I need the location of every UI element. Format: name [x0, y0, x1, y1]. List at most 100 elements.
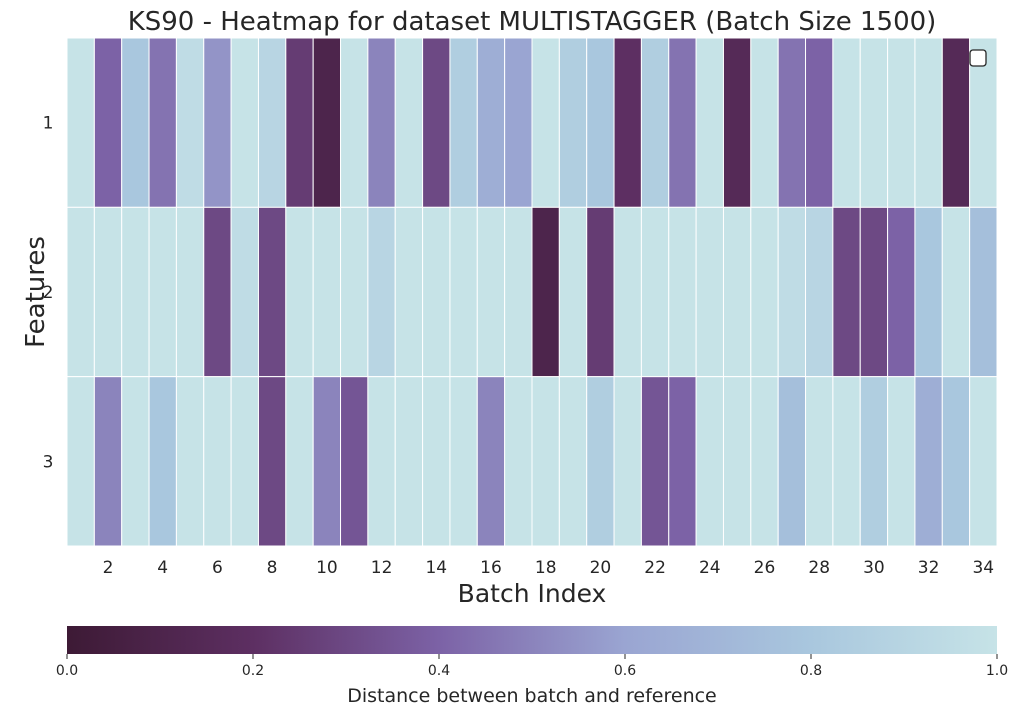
heatmap-cell	[257, 206, 287, 378]
heatmap-cell	[476, 206, 506, 378]
heatmap-cell	[887, 206, 916, 378]
heatmap-cell	[449, 206, 478, 378]
heatmap-cell	[914, 37, 943, 208]
x-tick-label: 14	[425, 558, 447, 578]
y-tick-label: 1	[43, 114, 54, 134]
heatmap-cell	[887, 376, 916, 547]
heatmap-cell	[805, 376, 834, 547]
heatmap-cell	[93, 206, 123, 378]
heatmap-cell	[504, 376, 533, 547]
heatmap-cell	[640, 376, 670, 547]
heatmap-cell	[777, 206, 807, 378]
heatmap-cell	[750, 37, 779, 208]
legend-box	[969, 49, 987, 67]
colorbar-ticks: 0.0 0.2 0.4 0.6 0.8 1.0	[56, 654, 1008, 679]
heatmap-cell	[668, 376, 697, 547]
colorbar-tick-label: 0.0	[56, 663, 78, 679]
heatmap-cell	[230, 376, 259, 547]
heatmap-cell	[805, 206, 834, 378]
heatmap-cell	[969, 376, 998, 547]
heatmap-cell	[340, 376, 369, 547]
heatmap-cell	[476, 376, 506, 547]
colorbar-tick-label: 0.4	[428, 663, 450, 679]
colorbar-tick-label: 0.6	[614, 663, 636, 679]
y-tick-label: 2	[43, 283, 54, 303]
heatmap-cell	[285, 206, 314, 378]
heatmap-cell	[531, 206, 560, 378]
heatmap-cell	[175, 37, 205, 208]
heatmap-cell	[668, 206, 697, 378]
x-tick-label: 26	[754, 558, 776, 578]
heatmap-cell	[367, 37, 396, 208]
colorbar-tick-label: 0.2	[242, 663, 264, 679]
heatmap-cell	[476, 37, 506, 208]
heatmap-cell	[175, 376, 205, 547]
heatmap-cell	[750, 206, 779, 378]
x-tick-label: 18	[535, 558, 557, 578]
x-tick-label: 2	[103, 558, 114, 578]
heatmap-cell	[613, 206, 642, 378]
heatmap-cell	[586, 206, 615, 378]
heatmap-cell	[832, 376, 861, 547]
heatmap-cell	[203, 376, 232, 547]
colorbar-tick-label: 0.8	[800, 663, 822, 679]
heatmap-cell	[66, 37, 95, 208]
x-tick-label: 20	[590, 558, 612, 578]
heatmap-cell	[257, 376, 287, 547]
heatmap-cell	[640, 206, 670, 378]
heatmap-cell	[230, 206, 259, 378]
x-tick-label: 4	[157, 558, 168, 578]
heatmap-cell	[367, 376, 396, 547]
heatmap-cell	[695, 376, 724, 547]
x-tick-label: 30	[863, 558, 885, 578]
heatmap-cell	[449, 37, 478, 208]
heatmap-cell	[969, 206, 998, 378]
x-tick-label: 12	[371, 558, 393, 578]
heatmap-cell	[531, 376, 560, 547]
heatmap-cell	[66, 206, 95, 378]
chart-title: KS90 - Heatmap for dataset MULTISTAGGER …	[128, 7, 937, 37]
heatmap-cell	[504, 37, 533, 208]
heatmap-cell	[449, 376, 478, 547]
heatmap-cell	[66, 376, 95, 547]
heatmap-cell	[175, 206, 205, 378]
heatmap-cell	[148, 37, 177, 208]
heatmap-cell	[914, 376, 943, 547]
y-axis-label: Features	[21, 236, 51, 348]
heatmap-cell	[285, 376, 314, 547]
heatmap-cell	[777, 376, 807, 547]
colorbar-tick-label: 1.0	[986, 663, 1008, 679]
heatmap-cell	[531, 37, 560, 208]
heatmap-cell	[832, 37, 861, 208]
heatmap-cell	[257, 37, 287, 208]
heatmap-cell	[805, 37, 834, 208]
heatmap-cell	[394, 37, 424, 208]
heatmap-cell	[613, 37, 642, 208]
x-tick-label: 10	[316, 558, 338, 578]
heatmap-cell	[695, 37, 724, 208]
heatmap-cell	[148, 206, 177, 378]
heatmap-cell	[750, 376, 779, 547]
heatmap-cell	[504, 206, 533, 378]
x-tick-label: 22	[644, 558, 666, 578]
heatmap-cell	[640, 37, 670, 208]
heatmap-cell	[859, 206, 889, 378]
x-tick-label: 28	[808, 558, 830, 578]
heatmap-cell	[832, 206, 861, 378]
heatmap-cell	[367, 206, 396, 378]
x-tick-label: 24	[699, 558, 721, 578]
heatmap-cell	[558, 37, 588, 208]
x-tick-label: 16	[480, 558, 502, 578]
colorbar	[67, 626, 997, 654]
heatmap-cell	[941, 376, 971, 547]
heatmap-cells	[66, 37, 998, 547]
heatmap-cell	[422, 37, 451, 208]
heatmap-cell	[340, 206, 369, 378]
x-tick-label: 32	[918, 558, 940, 578]
heatmap-cell	[941, 37, 971, 208]
heatmap-cell	[941, 206, 971, 378]
y-tick-label: 3	[43, 452, 54, 472]
heatmap-cell	[586, 37, 615, 208]
heatmap-cell	[558, 376, 588, 547]
